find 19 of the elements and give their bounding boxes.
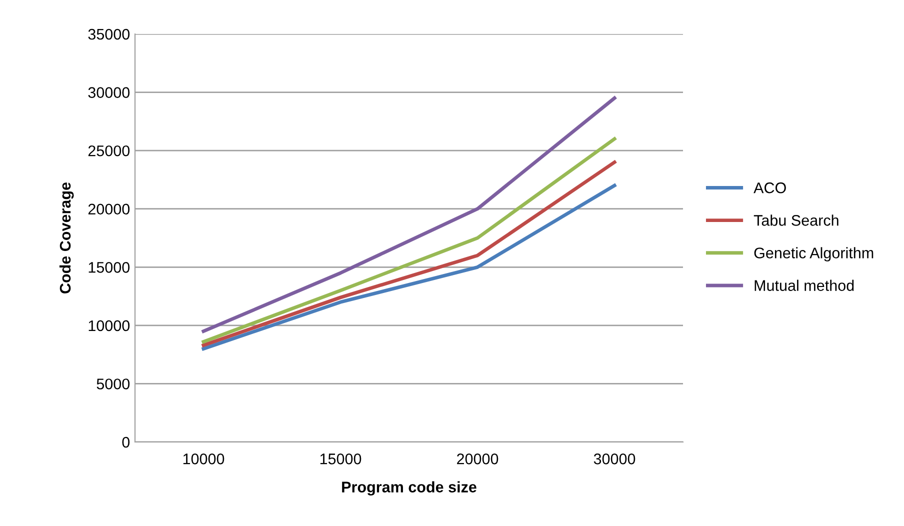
line-series <box>202 96 616 333</box>
y-tick-label: 25000 <box>88 145 130 156</box>
x-tick-label: 30000 <box>594 454 636 464</box>
y-tick-label: 30000 <box>88 87 130 98</box>
x-axis-title: Program code size <box>342 481 476 496</box>
legend-label: Mutual method <box>754 280 854 291</box>
x-tick-label: 15000 <box>320 454 362 464</box>
x-tick-label: 10000 <box>183 454 224 464</box>
y-tick-label: 15000 <box>88 262 130 273</box>
legend-label: Genetic Algorithm <box>754 247 874 262</box>
y-tick-label: 10000 <box>88 320 130 332</box>
y-tick-label: 0 <box>122 436 130 448</box>
y-tick-label: 5000 <box>96 378 130 390</box>
y-tick-label: 20000 <box>88 204 130 215</box>
x-tick-label: 20000 <box>457 454 498 464</box>
y-axis-title: Code Coverage <box>59 182 74 294</box>
legend-label: ACO <box>754 182 786 194</box>
y-tick-label: 35000 <box>88 28 130 40</box>
legend-label: Tabu Search <box>754 214 838 226</box>
